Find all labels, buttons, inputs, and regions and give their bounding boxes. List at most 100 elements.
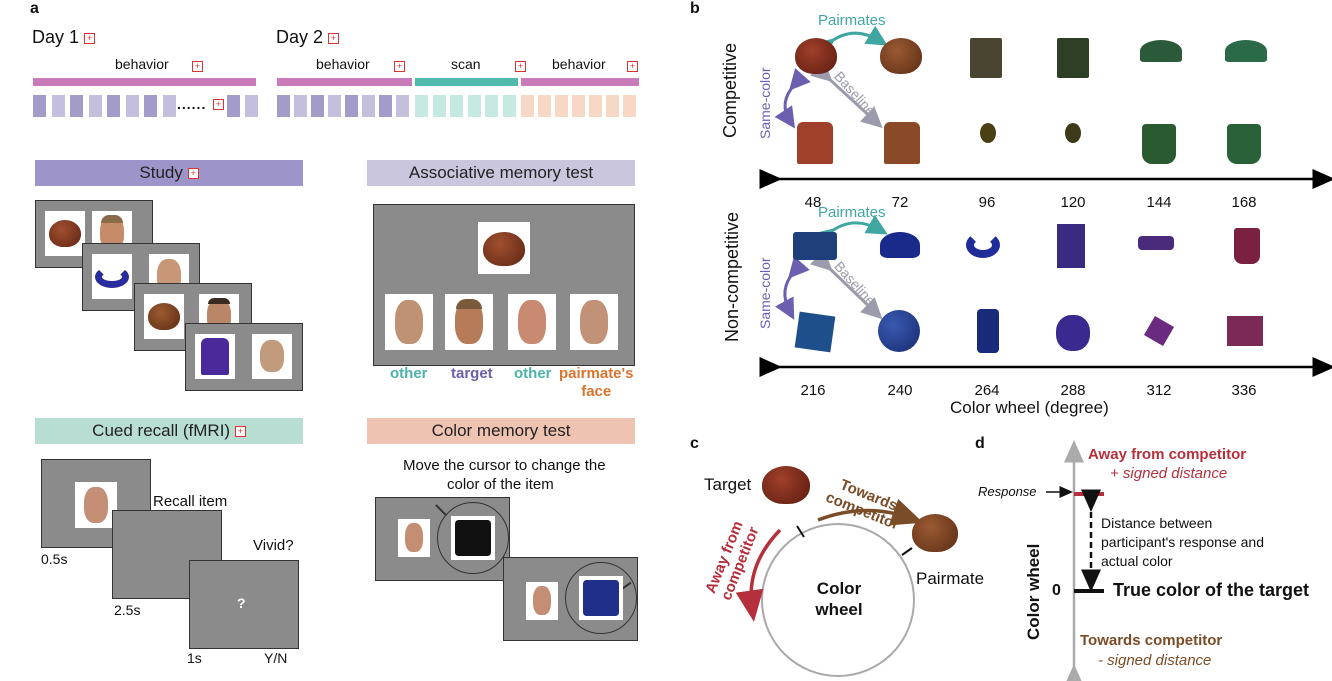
- tick-120: 120: [1060, 194, 1086, 211]
- recall-title: Cued recall (fMRI) +: [35, 418, 303, 444]
- label-other-1: other: [390, 365, 428, 382]
- ellipsis: ......: [177, 96, 207, 112]
- face-option-target: [445, 294, 493, 350]
- tick-312: 312: [1146, 382, 1172, 399]
- pairmates-arrow-bottom: [812, 214, 888, 250]
- pairmate-tick: [901, 547, 913, 556]
- curtain-image: [1057, 224, 1085, 268]
- kettlebell-image: [1056, 315, 1090, 351]
- pairmate-beanbag-image: [912, 514, 958, 552]
- distance-line2: participant's response and: [1101, 534, 1264, 550]
- assoc-screen: [373, 204, 635, 366]
- color-test-screen-2: [503, 557, 638, 641]
- bucket-image: [1142, 124, 1176, 164]
- pillow-image-blue[interactable]: [579, 576, 623, 620]
- distance-line3: actual color: [1101, 553, 1173, 569]
- plus-icon: +: [394, 58, 405, 76]
- plus-icon: +: [187, 168, 199, 180]
- bucket-image: [1234, 228, 1260, 264]
- face-option-other-1: [385, 294, 433, 350]
- panel-d-label: d: [975, 435, 985, 452]
- trial-square: [162, 95, 176, 117]
- baseline-arrow-top: [810, 60, 883, 129]
- away-competitor-label: Away from competitor: [1088, 446, 1247, 463]
- cursor-line: [435, 504, 448, 516]
- away-arrow: [735, 528, 782, 622]
- phone-case-image: [977, 309, 999, 353]
- instruction-line1: Move the cursor to change the: [403, 457, 606, 474]
- plus-icon: +: [234, 426, 246, 438]
- vivid-prompt: Vivid?: [253, 537, 294, 554]
- beanbag-brown-image: [880, 38, 922, 74]
- panel-b-svg: [759, 25, 1332, 377]
- recall-title-text: Cued recall (fMRI): [92, 421, 231, 440]
- face-option-pairmate: [570, 294, 618, 350]
- trial-square: [450, 95, 463, 117]
- color-test-title: Color memory test: [367, 418, 635, 444]
- pairmates-label-top: Pairmates: [818, 12, 886, 29]
- distance-description: Distance between participant's response …: [1101, 514, 1264, 571]
- response-label: Response: [978, 484, 1037, 499]
- trial-square: [51, 95, 65, 117]
- panel-a-label: a: [30, 0, 39, 17]
- color-wheel-ring: [437, 502, 509, 574]
- color-test-screen-1: [375, 497, 510, 581]
- trial-square: [415, 95, 428, 117]
- jacket-brown-image: [884, 122, 920, 164]
- trial-square: [485, 95, 498, 117]
- cushion-image: [794, 311, 836, 353]
- wheel-line2: wheel: [815, 600, 863, 619]
- umbrella-image: [1140, 40, 1182, 62]
- tick-240: 240: [887, 382, 913, 399]
- phase-behavior-day2b: behavior: [552, 56, 606, 72]
- trial-square: [107, 95, 120, 117]
- axis-title: Color wheel (degree): [950, 398, 1109, 417]
- pillow-image-black[interactable]: [451, 516, 495, 560]
- instruction-line2: color of the item: [447, 476, 554, 493]
- plus-icon: +: [328, 32, 340, 44]
- trial-square: [125, 95, 139, 117]
- tick-48: 48: [804, 194, 822, 211]
- pairmates-arrow-top: [812, 25, 888, 60]
- plus-signed-label: + signed distance: [1110, 465, 1228, 482]
- yes-no-label: Y/N: [264, 650, 288, 666]
- neck-pillow-image: [92, 254, 132, 299]
- plus-icon: +: [627, 58, 638, 76]
- competitive-label: Competitive: [720, 42, 740, 138]
- day1-label: Day 1 +: [32, 27, 96, 48]
- trial-square: [589, 95, 602, 117]
- towards-competitor-label: Towards competitor: [1080, 632, 1223, 649]
- balloon-image: [980, 123, 996, 143]
- panel-c-svg: [735, 498, 924, 677]
- plus-icon: +: [515, 58, 526, 76]
- study-title-text: Study: [139, 163, 183, 182]
- beanbag-image: [144, 294, 184, 339]
- tick-264: 264: [974, 382, 1000, 399]
- true-color-label: True color of the target: [1113, 580, 1310, 600]
- wheel-line1: Color: [816, 579, 862, 598]
- tick-168: 168: [1231, 194, 1257, 211]
- face-image: [526, 582, 558, 620]
- trial-square: [379, 95, 392, 117]
- study-screen-4: [185, 323, 303, 391]
- jacket-red-image: [797, 122, 833, 164]
- trial-square: [572, 95, 585, 117]
- study-title: Study +: [35, 160, 303, 186]
- phase-bar-behavior-day2a: [277, 78, 412, 86]
- assoc-title: Associative memory test: [367, 160, 635, 186]
- target-beanbag-image: [762, 466, 810, 504]
- beanbag-image: [45, 211, 85, 256]
- panel-d-svg: [1046, 440, 1104, 681]
- same-color-label-top: Same-color: [757, 67, 773, 139]
- label-other-2: other: [514, 365, 552, 382]
- trial-square: [70, 95, 83, 117]
- same-color-label-bottom: Same-color: [757, 257, 773, 329]
- plus-icon: +: [192, 58, 203, 76]
- bucket-image: [1227, 124, 1261, 164]
- beanbag-red-image: [795, 38, 837, 74]
- pairmate-label: Pairmate: [916, 569, 985, 588]
- day1-text: Day 1: [32, 27, 80, 47]
- trial-square: [227, 95, 240, 117]
- trial-square: [328, 95, 341, 117]
- trial-square: [396, 95, 409, 117]
